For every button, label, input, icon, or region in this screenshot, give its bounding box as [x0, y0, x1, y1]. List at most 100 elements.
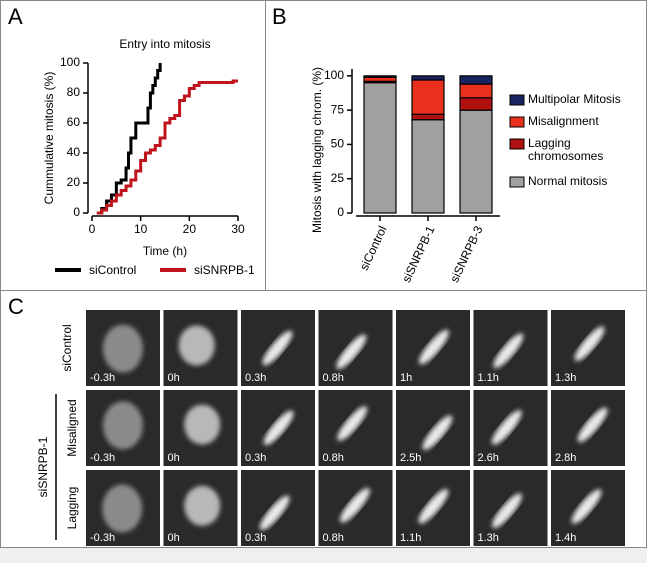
y-tick-label: 0 — [73, 205, 80, 219]
bar-segment — [411, 79, 445, 115]
legend-label: Lagging chromosomes — [528, 136, 604, 163]
chromatin — [184, 485, 221, 526]
bar-segment — [363, 76, 397, 82]
micrograph: 0.8h — [318, 470, 393, 546]
chromosomes — [336, 334, 367, 370]
bar-segment — [459, 97, 493, 111]
micrograph: 2.5h — [396, 390, 470, 466]
y-tick-label: 100 — [60, 55, 80, 69]
time-label: 2.6h — [478, 452, 499, 464]
panel-label: A — [8, 4, 23, 29]
micrograph: 1.3h — [473, 470, 548, 546]
row-label: Lagging — [65, 487, 79, 530]
micrograph: 2.6h — [473, 390, 548, 466]
time-label: 1.4h — [555, 532, 576, 544]
x-tick-label: siSNRPB-1 — [399, 223, 437, 284]
bar-segment — [363, 82, 397, 214]
micrograph: 2.8h — [551, 390, 625, 466]
chromosomes — [263, 410, 294, 446]
y-tick-label: 50 — [331, 137, 345, 151]
micrograph: -0.3h — [86, 390, 160, 466]
y-tick-label: 25 — [331, 171, 345, 185]
time-label: 0.8h — [323, 532, 344, 544]
chromosomes — [422, 415, 453, 450]
time-label: 1.3h — [555, 372, 576, 384]
micrograph: 0.3h — [241, 310, 315, 386]
micrograph: -0.3h — [86, 310, 160, 386]
group-label: siSNRPB-1 — [36, 436, 50, 497]
panel-label: B — [272, 4, 287, 29]
time-label: 0h — [168, 452, 180, 464]
time-label: 2.5h — [400, 452, 421, 464]
time-label: 0h — [168, 372, 180, 384]
x-tick-label: siSNRPB-3 — [447, 223, 485, 284]
series-line — [96, 79, 238, 215]
image-bg — [396, 390, 470, 466]
legend-swatch — [509, 138, 525, 150]
time-label: 0.3h — [245, 372, 266, 384]
panel-label: C — [8, 294, 24, 319]
bottom-strip — [0, 548, 647, 563]
chromatin — [184, 404, 221, 445]
time-label: 0.3h — [245, 452, 266, 464]
time-label: 1.1h — [400, 532, 421, 544]
x-tick-label: 0 — [89, 222, 96, 236]
micrograph: 0.3h — [241, 470, 315, 546]
x-tick-label: 10 — [134, 222, 148, 236]
y-tick-label: 75 — [331, 102, 345, 116]
chromosomes — [259, 495, 290, 531]
legend-swatch — [509, 176, 525, 188]
legend-label: Multipolar Mitosis — [528, 92, 621, 106]
series-line — [96, 63, 162, 215]
y-axis-label: Cummulative mitosis (%) — [42, 72, 56, 205]
chromosomes — [492, 493, 522, 529]
bar-segment — [411, 113, 445, 121]
chromosomes — [419, 329, 449, 365]
x-tick-label: siControl — [357, 224, 390, 273]
legend-label: Misalignment — [528, 114, 599, 128]
chromosomes — [571, 489, 602, 524]
chromosomes — [262, 330, 293, 366]
row-label: siControl — [60, 324, 74, 371]
time-label: 2.8h — [555, 452, 576, 464]
x-axis-label: Time (h) — [143, 244, 187, 258]
chart-title: Entry into mitosis — [119, 37, 210, 51]
x-tick-label: 30 — [231, 222, 245, 236]
time-label: -0.3h — [90, 532, 115, 544]
micrograph: 1.1h — [396, 470, 470, 546]
micrograph: -0.3h — [86, 470, 160, 546]
micrograph: 1.1h — [473, 310, 548, 386]
micrograph: 0.8h — [318, 390, 393, 466]
legend-label: siSNRPB-1 — [194, 263, 255, 277]
chromatin — [178, 325, 215, 366]
y-tick-label: 0 — [337, 205, 344, 219]
time-label: -0.3h — [90, 372, 115, 384]
micrograph: 1h — [396, 310, 470, 386]
row-label: Misaligned — [65, 399, 79, 456]
bar-segment — [459, 83, 493, 99]
time-label: -0.3h — [90, 452, 115, 464]
time-label: 0.8h — [323, 452, 344, 464]
bar-segment — [459, 109, 493, 214]
chromosomes — [491, 410, 522, 445]
time-label: 1.3h — [478, 532, 499, 544]
time-label: 0h — [168, 532, 180, 544]
y-tick-label: 20 — [67, 175, 81, 189]
chromosomes — [574, 326, 605, 362]
micrograph: 0.8h — [318, 310, 393, 386]
time-label: 0.3h — [245, 532, 266, 544]
chromosomes — [337, 406, 368, 441]
chromosomes — [577, 407, 608, 443]
nucleus — [102, 324, 143, 373]
y-tick-label: 100 — [324, 68, 344, 82]
legend-label: Normal mitosis — [528, 174, 608, 188]
micrograph: 1.3h — [551, 310, 625, 386]
legend-swatch — [509, 94, 525, 106]
bar-segment — [459, 75, 493, 85]
bar-segment — [363, 75, 397, 78]
legend-label: siControl — [89, 263, 136, 277]
micrograph: 0h — [163, 310, 238, 386]
bar-segment — [411, 75, 445, 81]
